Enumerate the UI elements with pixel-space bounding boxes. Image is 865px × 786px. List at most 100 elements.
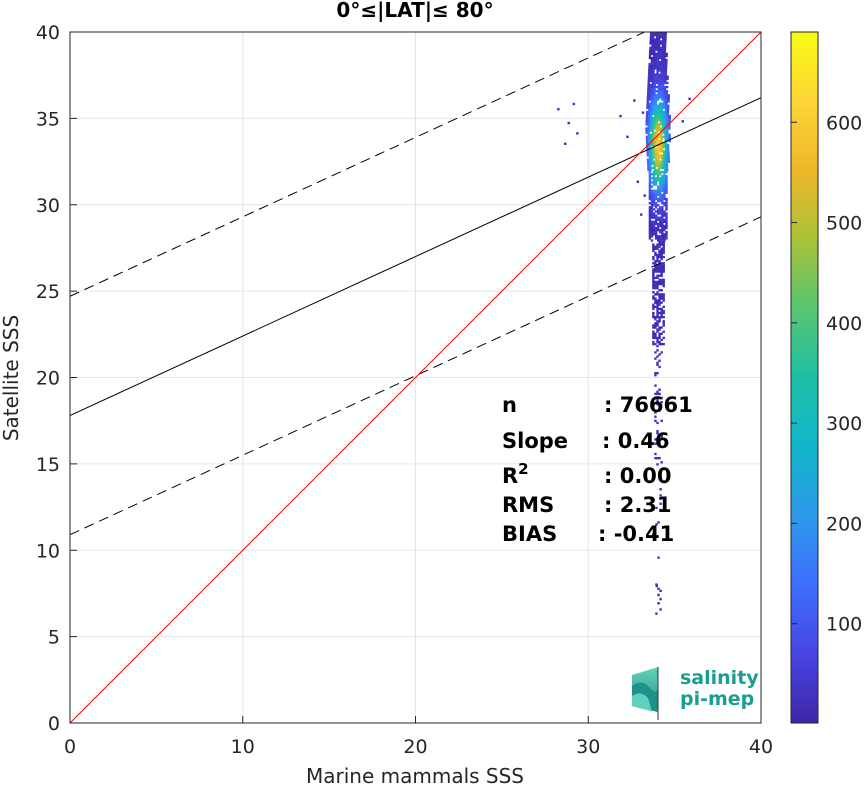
density-bin <box>662 270 665 273</box>
density-bin <box>654 98 658 101</box>
density-bin <box>662 123 665 126</box>
density-bin <box>647 77 651 80</box>
density-bin <box>655 46 658 49</box>
density-bin <box>646 106 649 110</box>
density-bin <box>656 280 659 284</box>
density-bin <box>654 177 658 180</box>
density-bin <box>662 311 665 315</box>
density-bin <box>661 164 665 168</box>
density-bin <box>657 158 660 161</box>
density-bin <box>662 114 665 118</box>
density-bin <box>651 79 655 83</box>
density-bin <box>661 48 664 51</box>
density-bin <box>655 123 659 126</box>
density-bin <box>650 96 654 99</box>
density-bin <box>666 108 670 112</box>
density-bin <box>647 127 650 130</box>
density-bin <box>654 371 657 375</box>
density-bin <box>654 336 657 340</box>
density-bin <box>650 206 654 209</box>
density-bin <box>656 247 659 250</box>
density-bin <box>650 201 654 205</box>
density-bin <box>656 392 659 396</box>
density-bin <box>656 324 659 327</box>
density-bin <box>664 77 667 80</box>
density-bin <box>658 295 661 298</box>
density-bin <box>650 150 653 153</box>
density-bin <box>665 92 669 95</box>
density-bin <box>660 146 664 149</box>
density-bin <box>665 160 668 163</box>
density-bin <box>661 235 664 238</box>
density-bin <box>659 191 662 194</box>
density-bin <box>648 143 651 147</box>
density-bin <box>667 152 670 155</box>
density-bin <box>651 131 655 134</box>
density-bin <box>668 127 671 130</box>
logo-line1: salinity <box>680 667 759 689</box>
density-bin <box>653 92 656 95</box>
density-bin <box>649 166 652 170</box>
density-bin <box>668 114 672 118</box>
density-bin <box>662 135 665 139</box>
density-bin <box>654 251 657 255</box>
density-bin <box>654 114 657 118</box>
density-bin <box>658 108 661 112</box>
density-bin <box>648 54 652 58</box>
density-bin <box>656 363 659 367</box>
density-bin <box>653 85 656 89</box>
density-bin <box>663 179 666 182</box>
density-bin <box>653 96 656 99</box>
density-bin <box>652 58 656 62</box>
density-bin <box>661 237 664 240</box>
density-bin <box>652 73 655 76</box>
density-bin <box>667 96 670 99</box>
density-bin <box>654 282 657 286</box>
density-bin <box>661 226 664 230</box>
density-bin <box>648 181 652 184</box>
stat-value: : -0.41 <box>598 522 674 546</box>
density-bin <box>657 587 660 590</box>
density-bin <box>660 266 663 269</box>
density-bin <box>652 278 655 282</box>
density-bin <box>655 121 659 124</box>
density-bin <box>654 351 657 354</box>
density-bin <box>659 46 663 49</box>
density-bin <box>648 233 652 236</box>
density-bin <box>651 92 654 95</box>
density-bin <box>646 150 649 153</box>
density-bin <box>650 235 654 238</box>
density-bin <box>654 233 658 236</box>
density-bin <box>652 247 655 250</box>
density-bin <box>659 206 662 209</box>
density-bin <box>660 289 663 292</box>
fit-line <box>70 97 761 416</box>
density-bin <box>576 132 579 135</box>
density-bin <box>655 79 659 83</box>
density-bin <box>657 228 660 232</box>
density-bin <box>658 133 661 136</box>
density-bin <box>657 168 661 172</box>
density-bin <box>666 121 669 124</box>
density-bin <box>652 179 656 182</box>
density-bin <box>647 164 650 168</box>
density-bin <box>654 266 657 269</box>
density-bin <box>664 116 667 120</box>
density-bin <box>654 195 658 199</box>
density-bin <box>648 65 651 68</box>
density-bin <box>654 299 657 302</box>
x-axis-label: Marine mammals SSS <box>306 764 524 786</box>
density-bin <box>661 98 664 101</box>
density-bin <box>654 270 657 273</box>
density-bin <box>652 249 655 253</box>
density-bin <box>662 150 666 153</box>
density-bin <box>658 388 661 391</box>
density-bin <box>659 237 662 240</box>
density-bin <box>648 231 652 234</box>
density-bin <box>662 32 665 35</box>
density-bin <box>658 336 661 340</box>
density-bin <box>640 213 643 216</box>
density-bin <box>657 52 660 56</box>
density-bin <box>656 69 659 72</box>
stat-label: Slope <box>502 429 568 453</box>
